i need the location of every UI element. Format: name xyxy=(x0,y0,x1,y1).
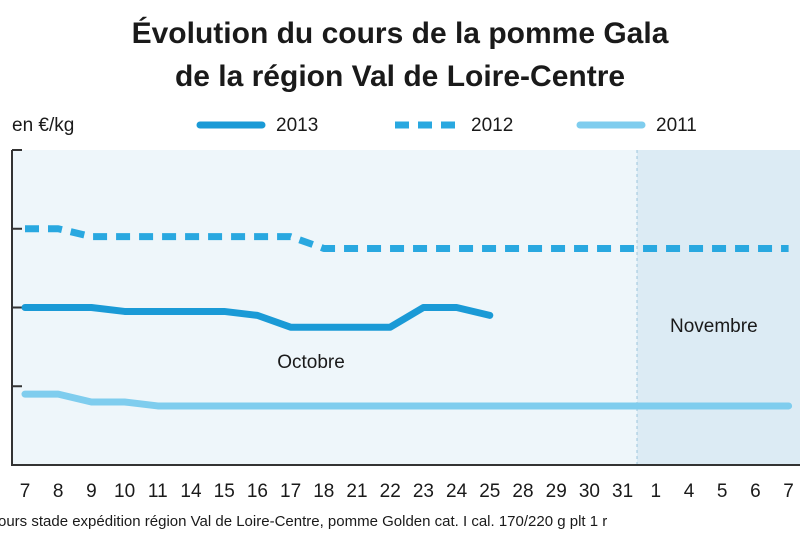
x-tick-label: 11 xyxy=(148,481,168,502)
annotation: Novembre xyxy=(670,316,758,337)
series-line xyxy=(21,390,793,410)
x-tick-label: 24 xyxy=(446,481,468,502)
footnote: ours stade expédition région Val de Loir… xyxy=(0,513,607,530)
chart-title: Évolution du cours de la pomme Gala xyxy=(132,16,669,50)
x-tick-label: 10 xyxy=(114,481,135,502)
november-shade xyxy=(637,150,800,465)
series-line xyxy=(25,225,789,252)
legend-label: 2013 xyxy=(276,115,318,136)
x-tick-label: 7 xyxy=(783,481,794,502)
x-tick-label: 9 xyxy=(86,481,97,502)
legend-label: 2012 xyxy=(471,115,513,136)
x-tick-label: 22 xyxy=(380,481,401,502)
chart-title: de la région Val de Loire-Centre xyxy=(175,60,625,93)
x-tick-label: 8 xyxy=(53,481,64,502)
x-tick-label: 7 xyxy=(20,481,31,502)
x-tick-label: 25 xyxy=(479,481,500,502)
x-tick-label: 18 xyxy=(313,481,334,502)
x-tick-label: 16 xyxy=(247,481,268,502)
y-axis-label: en €/kg xyxy=(12,115,74,136)
x-tick-label: 31 xyxy=(612,481,633,502)
x-tick-label: 4 xyxy=(684,481,695,502)
x-tick-label: 5 xyxy=(717,481,728,502)
x-tick-label: 17 xyxy=(280,481,301,502)
x-tick-label: 28 xyxy=(512,481,533,502)
x-tick-label: 30 xyxy=(579,481,600,502)
series-line xyxy=(21,304,494,331)
x-tick-label: 23 xyxy=(413,481,434,502)
x-tick-label: 6 xyxy=(750,481,761,502)
x-tick-label: 21 xyxy=(346,481,367,502)
legend-label: 2011 xyxy=(656,115,697,136)
annotation: Octobre xyxy=(277,352,345,373)
x-tick-label: 29 xyxy=(546,481,567,502)
x-tick-label: 1 xyxy=(651,481,662,502)
x-tick-label: 14 xyxy=(180,481,202,502)
x-tick-label: 15 xyxy=(214,481,235,502)
